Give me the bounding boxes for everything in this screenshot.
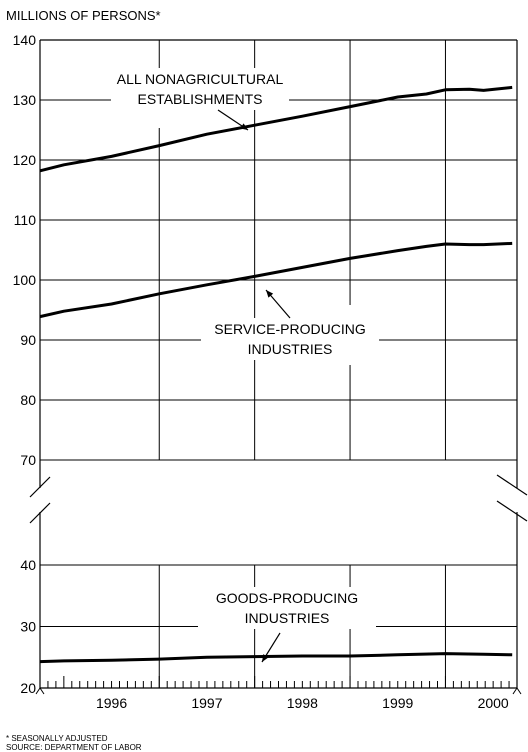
- y-axis-label: MILLIONS OF PERSONS*: [6, 8, 161, 23]
- y-tick-label-70: 70: [20, 452, 36, 468]
- y-tick-label-130: 130: [13, 92, 37, 108]
- series-arrow-head-0: [240, 123, 248, 130]
- y-tick-label-140: 140: [13, 32, 37, 48]
- series-label-2-line-1: INDUSTRIES: [245, 610, 330, 626]
- series-labels: ALL NONAGRICULTURAL ESTABLISHMENTS SERVICE…: [111, 68, 379, 663]
- axis-break-marks: [29, 474, 528, 524]
- series-label-2-line-0: GOODS-PRODUCING: [216, 590, 358, 606]
- y-tick-label-100: 100: [13, 272, 37, 288]
- x-axis-ticks: 1996 1997 1998 1999 2000: [35, 676, 522, 711]
- x-tick-label-1998: 1998: [287, 695, 318, 711]
- y-tick-label-30: 30: [20, 619, 36, 635]
- series-label-1-line-0: SERVICE-PRODUCING: [214, 321, 365, 337]
- y-tick-label-80: 80: [20, 392, 36, 408]
- footnote-seasonally-adjusted: * SEASONALLY ADJUSTED: [6, 734, 108, 743]
- series-label-1-line-1: INDUSTRIES: [248, 341, 333, 357]
- series-label-0-line-0: ALL NONAGRICULTURAL: [117, 71, 284, 87]
- series-line-2: [39, 652, 513, 664]
- series-label-bg-0: [111, 68, 289, 110]
- series-arrow-head-1: [266, 290, 274, 298]
- x-axis-end-mark: [512, 687, 522, 695]
- break-slash-1: [29, 502, 51, 524]
- break-slash-0: [29, 476, 51, 498]
- y-tick-label-120: 120: [13, 152, 37, 168]
- break-slash-3: [496, 500, 528, 522]
- x-tick-label-2000: 2000: [478, 695, 509, 711]
- series-label-bg-2: [198, 587, 376, 629]
- series-label-bg-1: [201, 318, 379, 360]
- y-tick-label-90: 90: [20, 332, 36, 348]
- x-tick-label-1997: 1997: [191, 695, 222, 711]
- y-tick-label-20: 20: [20, 680, 36, 696]
- x-axis-start-mark: [35, 687, 45, 695]
- series-label-0-line-1: ESTABLISHMENTS: [138, 91, 263, 107]
- y-tick-label-110: 110: [14, 212, 37, 228]
- y-tick-label-40: 40: [20, 557, 36, 573]
- series-arrow-head-2: [262, 654, 269, 662]
- footnote-source: SOURCE: DEPARTMENT OF LABOR: [6, 743, 142, 752]
- x-tick-label-1999: 1999: [382, 695, 413, 711]
- series-line-0: [39, 85, 513, 173]
- y-tick-labels: 70 80 90 100 110 120 130 140 20 30 40: [13, 32, 37, 696]
- x-tick-label-1996: 1996: [96, 695, 127, 711]
- series-lines: [39, 85, 513, 664]
- series-line-1: [39, 241, 513, 319]
- break-slash-2: [496, 474, 528, 496]
